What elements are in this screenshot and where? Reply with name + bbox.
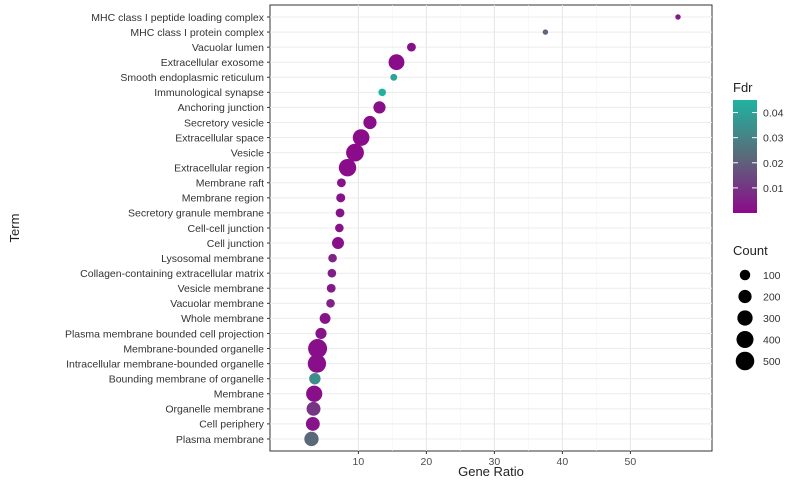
data-point xyxy=(390,73,398,81)
data-point xyxy=(315,327,327,340)
fdr-tick-label: 0.01 xyxy=(763,183,784,195)
data-point xyxy=(335,223,344,233)
x-tick-label: 30 xyxy=(489,456,501,468)
y-tick-label: Membrane xyxy=(214,389,264,401)
data-point xyxy=(336,178,346,188)
count-legend-label: 400 xyxy=(763,335,781,347)
data-point xyxy=(336,193,346,203)
y-tick-label: Intracellular membrane-bounded organelle xyxy=(66,358,264,370)
y-tick-label: MHC class I peptide loading complex xyxy=(91,12,264,24)
x-tick-label: 40 xyxy=(557,456,569,468)
data-point xyxy=(378,88,386,97)
x-tick-label: 50 xyxy=(625,456,637,468)
x-tick-label: 10 xyxy=(353,456,365,468)
count-legend-dot xyxy=(736,330,754,349)
y-tick-label: Smooth endoplasmic reticulum xyxy=(120,72,264,84)
x-tick-labels: 10 20 30 40 50 xyxy=(353,451,637,468)
y-tick-label: Secretory granule membrane xyxy=(128,208,264,220)
y-tick-label: Extracellular exosome xyxy=(161,57,264,69)
y-tick-label: Extracellular space xyxy=(175,132,264,144)
y-tick-label: Membrane raft xyxy=(196,178,264,190)
data-point xyxy=(542,29,549,35)
y-tick-label: Vesicle membrane xyxy=(178,283,265,295)
y-tick-label: Lysosomal membrane xyxy=(161,253,264,265)
y-tick-label: Bounding membrane of organelle xyxy=(109,373,264,385)
y-tick-label: Plasma membrane bounded cell projection xyxy=(65,328,264,340)
y-tick-label: Cell-cell junction xyxy=(188,223,265,235)
x-axis-title: Gene Ratio xyxy=(458,464,524,479)
fdr-tick-label: 0.03 xyxy=(763,133,784,145)
x-tick-label: 20 xyxy=(421,456,433,468)
data-point xyxy=(304,431,319,447)
y-axis-title: Term xyxy=(7,214,22,243)
y-tick-label: Membrane region xyxy=(182,193,264,205)
fdr-legend-title: Fdr xyxy=(733,80,753,95)
y-tick-label: Organelle membrane xyxy=(165,404,264,416)
data-point xyxy=(307,354,327,373)
data-point xyxy=(675,14,681,20)
fdr-colorbar-ticks: 0.01 0.02 0.03 0.04 xyxy=(733,108,784,195)
data-point xyxy=(335,208,345,218)
data-point xyxy=(326,283,336,293)
data-point xyxy=(305,416,320,431)
y-tick-label: MHC class I protein complex xyxy=(130,27,264,39)
count-legend-label: 100 xyxy=(763,270,781,282)
y-tick-label: Membrane-bounded organelle xyxy=(123,343,264,355)
count-legend-label: 500 xyxy=(763,356,781,368)
y-tick-label: Anchoring junction xyxy=(178,102,265,114)
count-legend-dot xyxy=(738,289,752,304)
data-point xyxy=(309,372,321,385)
data-point xyxy=(326,299,335,308)
data-point xyxy=(332,237,344,250)
y-tick-label: Whole membrane xyxy=(181,313,264,325)
data-point xyxy=(338,159,357,177)
y-tick-labels: MHC class I peptide loading complex MHC c… xyxy=(65,12,270,446)
data-point xyxy=(388,54,405,71)
data-point xyxy=(308,339,328,359)
data-point xyxy=(363,115,377,130)
y-tick-label: Vacuolar lumen xyxy=(192,42,264,54)
fdr-tick-label: 0.04 xyxy=(763,108,784,120)
data-point xyxy=(319,312,331,324)
fdr-legend: Fdr 0.01 0.02 0.03 0.04 xyxy=(733,80,784,213)
data-point xyxy=(328,253,337,263)
data-point xyxy=(327,268,337,278)
y-tick-label: Immunological synapse xyxy=(154,87,264,99)
count-legend-dot xyxy=(735,351,755,371)
y-tick-label: Collagen-containing extracellular matrix xyxy=(80,268,265,280)
y-tick-label: Extracellular region xyxy=(174,163,264,175)
data-point xyxy=(306,385,323,402)
data-point xyxy=(306,401,321,416)
data-point xyxy=(352,129,370,146)
fdr-tick-label: 0.02 xyxy=(763,158,784,170)
count-legend-dot xyxy=(737,310,753,326)
y-tick-label: Vesicle xyxy=(231,147,264,159)
y-tick-label: Cell junction xyxy=(207,238,264,250)
y-tick-label: Plasma membrane xyxy=(176,434,264,446)
count-legend-label: 200 xyxy=(763,292,781,304)
count-legend: Count 100 200 300 400 500 xyxy=(733,243,781,371)
y-tick-label: Vacuolar membrane xyxy=(170,298,264,310)
y-tick-label: Cell periphery xyxy=(199,419,265,431)
fdr-colorbar xyxy=(733,100,757,213)
count-legend-dot xyxy=(739,269,751,281)
data-point xyxy=(373,101,386,114)
count-legend-label: 300 xyxy=(763,313,781,325)
data-point xyxy=(346,143,364,162)
y-tick-label: Secretory vesicle xyxy=(184,117,264,129)
data-point xyxy=(407,42,416,52)
count-legend-title: Count xyxy=(733,243,768,258)
data-points xyxy=(304,14,681,447)
count-legend-items: 100 200 300 400 500 xyxy=(735,269,781,371)
